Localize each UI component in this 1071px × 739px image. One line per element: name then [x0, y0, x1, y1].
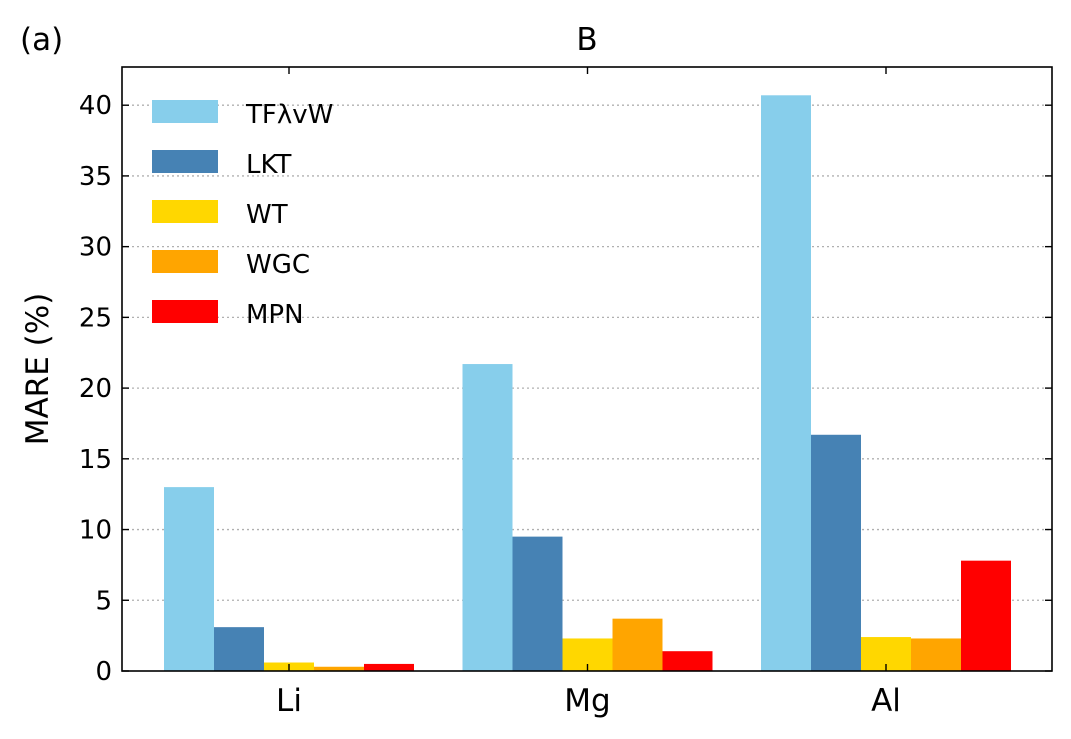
bar: [314, 666, 364, 671]
legend-swatch: [152, 150, 218, 173]
y-tick-label: 20: [79, 374, 112, 404]
y-tick-label: 15: [79, 445, 112, 475]
y-axis-label: MARE (%): [20, 293, 56, 446]
y-tick-label: 5: [95, 586, 112, 616]
bar: [662, 651, 713, 671]
bar: [612, 618, 663, 671]
legend-label: LKT: [246, 150, 292, 180]
panel-label: (a): [20, 22, 63, 58]
bars: [164, 95, 1011, 671]
y-tick-label: 30: [79, 233, 112, 263]
y-tick-label: 25: [79, 303, 112, 333]
chart-title: B: [576, 22, 597, 58]
legend: TFλvW LKT WT WGC MPN: [152, 100, 333, 330]
legend-label: MPN: [246, 300, 304, 330]
x-tick-label: Al: [871, 683, 901, 719]
grid-lines: [122, 104, 1052, 601]
bar: [761, 95, 811, 671]
legend-swatch: [152, 100, 218, 123]
legend-swatch: [152, 300, 218, 323]
bar: [911, 638, 961, 671]
bar: [364, 663, 414, 671]
y-tick-label: 40: [79, 91, 112, 121]
axis-ticks: 0 5 10 15 20 25 30 35 40 Li Mg Al: [79, 67, 1052, 719]
y-tick-label: 0: [95, 657, 112, 687]
y-tick-label: 35: [79, 162, 112, 192]
bar: [214, 627, 264, 671]
x-tick-label: Mg: [564, 683, 610, 719]
legend-swatch: [152, 200, 218, 223]
bar: [811, 434, 861, 671]
bar: [164, 487, 214, 671]
legend-label: TFλvW: [245, 100, 333, 130]
legend-swatch: [152, 250, 218, 273]
legend-label: WT: [246, 200, 288, 230]
bar: [961, 560, 1011, 671]
bar: [512, 536, 563, 671]
legend-label: WGC: [246, 250, 310, 280]
bar: [462, 364, 513, 671]
x-tick-label: Li: [276, 683, 302, 719]
y-tick-label: 10: [79, 516, 112, 546]
